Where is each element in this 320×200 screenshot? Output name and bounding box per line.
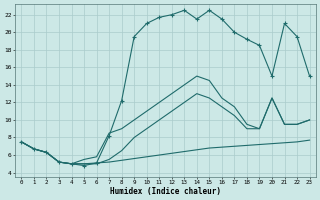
- X-axis label: Humidex (Indice chaleur): Humidex (Indice chaleur): [110, 187, 221, 196]
